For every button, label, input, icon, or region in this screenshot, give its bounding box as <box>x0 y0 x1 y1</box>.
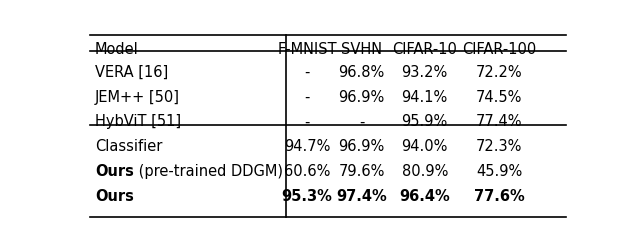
Text: 77.6%: 77.6% <box>474 188 525 203</box>
Text: 96.4%: 96.4% <box>399 188 450 203</box>
Text: 77.4%: 77.4% <box>476 114 522 129</box>
Text: HybViT [51]: HybViT [51] <box>95 114 181 129</box>
Text: 95.3%: 95.3% <box>282 188 333 203</box>
Text: -: - <box>305 65 310 80</box>
Text: 95.9%: 95.9% <box>401 114 448 129</box>
Text: Model: Model <box>95 42 139 56</box>
Text: -: - <box>305 89 310 104</box>
Text: -: - <box>305 114 310 129</box>
Text: 96.8%: 96.8% <box>339 65 385 80</box>
Text: Ours: Ours <box>95 163 134 178</box>
Text: 74.5%: 74.5% <box>476 89 522 104</box>
Text: 96.9%: 96.9% <box>339 89 385 104</box>
Text: CIFAR-100: CIFAR-100 <box>462 42 536 56</box>
Text: VERA [16]: VERA [16] <box>95 65 168 80</box>
Text: 94.0%: 94.0% <box>401 138 448 154</box>
Text: 45.9%: 45.9% <box>476 163 522 178</box>
Text: 72.2%: 72.2% <box>476 65 522 80</box>
Text: F-MNIST: F-MNIST <box>277 42 337 56</box>
Text: -: - <box>359 114 364 129</box>
Text: 97.4%: 97.4% <box>337 188 387 203</box>
Text: 93.2%: 93.2% <box>401 65 448 80</box>
Text: (pre-trained DDGM): (pre-trained DDGM) <box>134 163 283 178</box>
Text: 72.3%: 72.3% <box>476 138 522 154</box>
Text: Classifier: Classifier <box>95 138 163 154</box>
Text: SVHN: SVHN <box>341 42 382 56</box>
Text: CIFAR-10: CIFAR-10 <box>392 42 457 56</box>
Text: 80.9%: 80.9% <box>401 163 448 178</box>
Text: 79.6%: 79.6% <box>339 163 385 178</box>
Text: JEM++ [50]: JEM++ [50] <box>95 89 180 104</box>
Text: 94.7%: 94.7% <box>284 138 330 154</box>
Text: 96.9%: 96.9% <box>339 138 385 154</box>
Text: 94.1%: 94.1% <box>401 89 448 104</box>
Text: 60.6%: 60.6% <box>284 163 330 178</box>
Text: Ours: Ours <box>95 188 134 203</box>
